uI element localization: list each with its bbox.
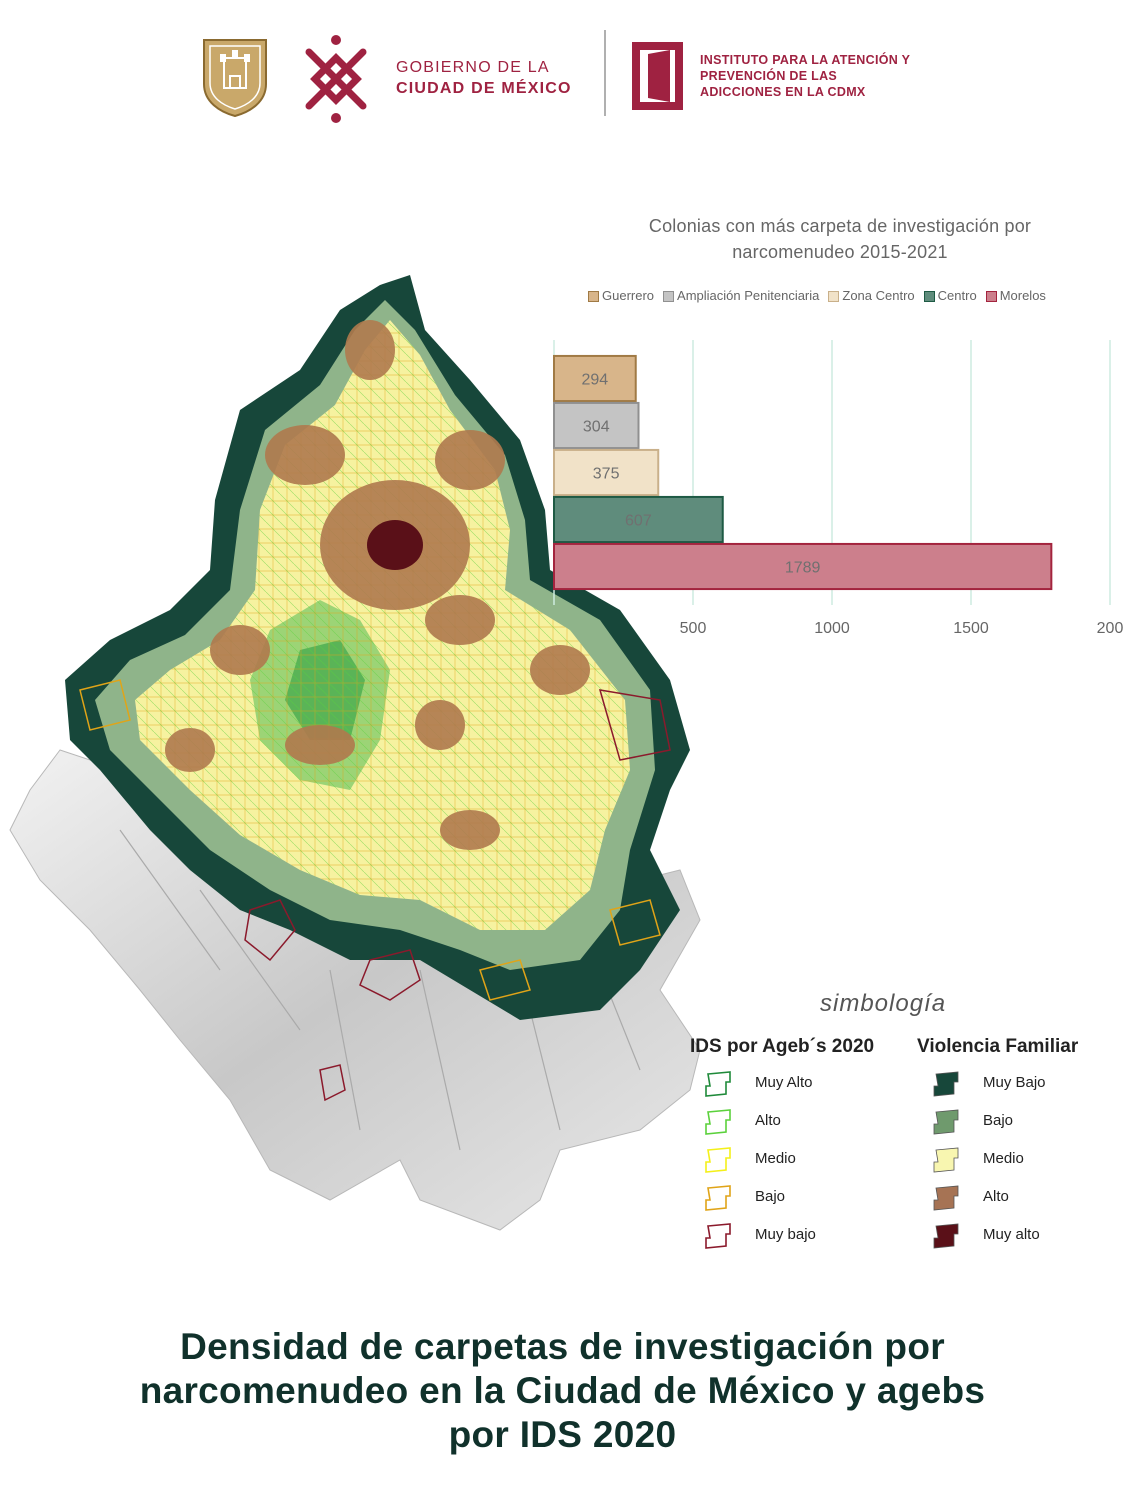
vf-symbol-icon bbox=[933, 1223, 959, 1249]
cdmx-logo-mark bbox=[305, 35, 367, 123]
legend-item: Guerrero bbox=[588, 288, 654, 303]
vf-symbol-label: Medio bbox=[983, 1150, 1024, 1167]
vf-muy-alto-core bbox=[367, 520, 423, 570]
legend-label: Centro bbox=[937, 288, 977, 303]
header-divider bbox=[604, 30, 606, 116]
ids-symbol-icon bbox=[705, 1147, 731, 1173]
header: GOBIERNO DE LA CIUDAD DE MÉXICO INSTITUT… bbox=[190, 18, 960, 133]
legend-title: simbología bbox=[820, 990, 947, 1017]
page-title: Densidad de carpetas de investigación po… bbox=[40, 1325, 1085, 1457]
chart-title: Colonias con más carpeta de investigació… bbox=[560, 213, 1120, 265]
bar-zona-centro bbox=[553, 448, 660, 497]
x-tick-label: 1000 bbox=[814, 620, 850, 637]
chart-title-line-1: Colonias con más carpeta de investigació… bbox=[648, 216, 1032, 236]
iapa-wordmark: INSTITUTO PARA LA ATENCIÓN Y PREVENCIÓN … bbox=[700, 52, 910, 100]
vf-alto-hotspots bbox=[165, 320, 590, 850]
vf-symbol-icon bbox=[933, 1071, 959, 1097]
page-title-line-2: narcomenudeo en la Ciudad de México y ag… bbox=[139, 1370, 986, 1411]
bar-value-label: 375 bbox=[593, 466, 620, 483]
bar-chart: 500 1000 1500 200 294 304 375 607 1789 bbox=[553, 340, 1124, 637]
legend-label: Guerrero bbox=[602, 288, 655, 303]
ids-symbol-icon bbox=[705, 1223, 731, 1249]
ids-symbol-label: Muy Alto bbox=[755, 1074, 813, 1091]
chart-title-line-2: narcomenudeo 2015-2021 bbox=[732, 242, 948, 262]
page-title-line-3: por IDS 2020 bbox=[448, 1414, 677, 1455]
vf-symbol-icon bbox=[933, 1147, 959, 1173]
ageb-texture bbox=[135, 320, 630, 930]
legend-swatch bbox=[828, 291, 840, 303]
ids-symbol-icon bbox=[705, 1185, 731, 1211]
bar-value-label: 304 bbox=[583, 419, 610, 436]
legend-label: Morelos bbox=[999, 288, 1046, 303]
x-tick-label: 500 bbox=[680, 620, 707, 637]
cdmx-shield-logo bbox=[203, 39, 267, 118]
vf-symbol-label: Muy Bajo bbox=[983, 1074, 1046, 1091]
vf-symbol-label: Alto bbox=[983, 1188, 1009, 1205]
chart-legend: Guerrero Ampliación Penitenciaria Zona Cen… bbox=[588, 288, 1055, 303]
legend-swatch bbox=[588, 291, 599, 303]
legend-item: Morelos bbox=[985, 288, 1046, 303]
legend-swatch bbox=[985, 291, 997, 303]
gov-line-2: CIUDAD DE MÉXICO bbox=[396, 80, 572, 97]
bar-value-label: 294 bbox=[582, 372, 609, 389]
legend-ids-heading: IDS por Ageb´s 2020 bbox=[690, 1036, 875, 1057]
legend-label: Ampliación Penitenciaria bbox=[677, 288, 820, 303]
legend-swatch bbox=[663, 291, 675, 303]
ids-symbol-label: Alto bbox=[755, 1112, 781, 1129]
legend-item: Ampliación Penitenciaria bbox=[663, 288, 819, 303]
legend-swatch bbox=[923, 291, 935, 303]
legend-item: Zona Centro bbox=[828, 288, 915, 303]
ageb-muy-bajo-outlines bbox=[244, 689, 671, 1102]
x-tick-label: 200 bbox=[1097, 620, 1124, 637]
ids-symbol-label: Medio bbox=[755, 1150, 796, 1167]
bar-value-label: 607 bbox=[625, 513, 652, 530]
bar-morelos bbox=[553, 542, 1053, 591]
iapa-line-2: PREVENCIÓN DE LAS bbox=[700, 69, 838, 83]
ids-symbol-label: Bajo bbox=[755, 1188, 786, 1205]
bar-centro bbox=[553, 495, 724, 544]
page-title-line-1: Densidad de carpetas de investigación po… bbox=[180, 1326, 945, 1367]
ids-symbol-icon bbox=[705, 1109, 731, 1135]
iapa-logo-icon bbox=[632, 42, 683, 110]
gobierno-cdmx-wordmark: GOBIERNO DE LA CIUDAD DE MÉXICO bbox=[396, 57, 572, 99]
bar-value-label: 1789 bbox=[785, 560, 821, 577]
vf-symbol-label: Muy alto bbox=[983, 1226, 1040, 1243]
bar-ampliaci-n-penitenciaria bbox=[553, 401, 640, 450]
ids-symbol-icon bbox=[705, 1071, 731, 1097]
bar-guerrero bbox=[553, 354, 637, 403]
legend-label: Zona Centro bbox=[842, 288, 915, 303]
gov-line-1: GOBIERNO DE LA bbox=[396, 59, 550, 76]
ageb-bajo-outlines bbox=[79, 679, 661, 1001]
legend-vf-heading: Violencia Familiar bbox=[917, 1036, 1079, 1057]
vf-symbol-label: Bajo bbox=[983, 1112, 1014, 1129]
cdmx-density-map bbox=[9, 275, 701, 1231]
vf-symbol-icon bbox=[933, 1185, 959, 1211]
x-tick-label: 1500 bbox=[953, 620, 989, 637]
vf-symbol-icon bbox=[933, 1109, 959, 1135]
relief-ridges bbox=[119, 829, 641, 1151]
iapa-line-1: INSTITUTO PARA LA ATENCIÓN Y bbox=[700, 53, 911, 67]
legend-item: Centro bbox=[923, 288, 977, 303]
ids-symbol-label: Muy bajo bbox=[755, 1226, 816, 1243]
iapa-line-3: ADICCIONES EN LA CDMX bbox=[700, 85, 866, 99]
